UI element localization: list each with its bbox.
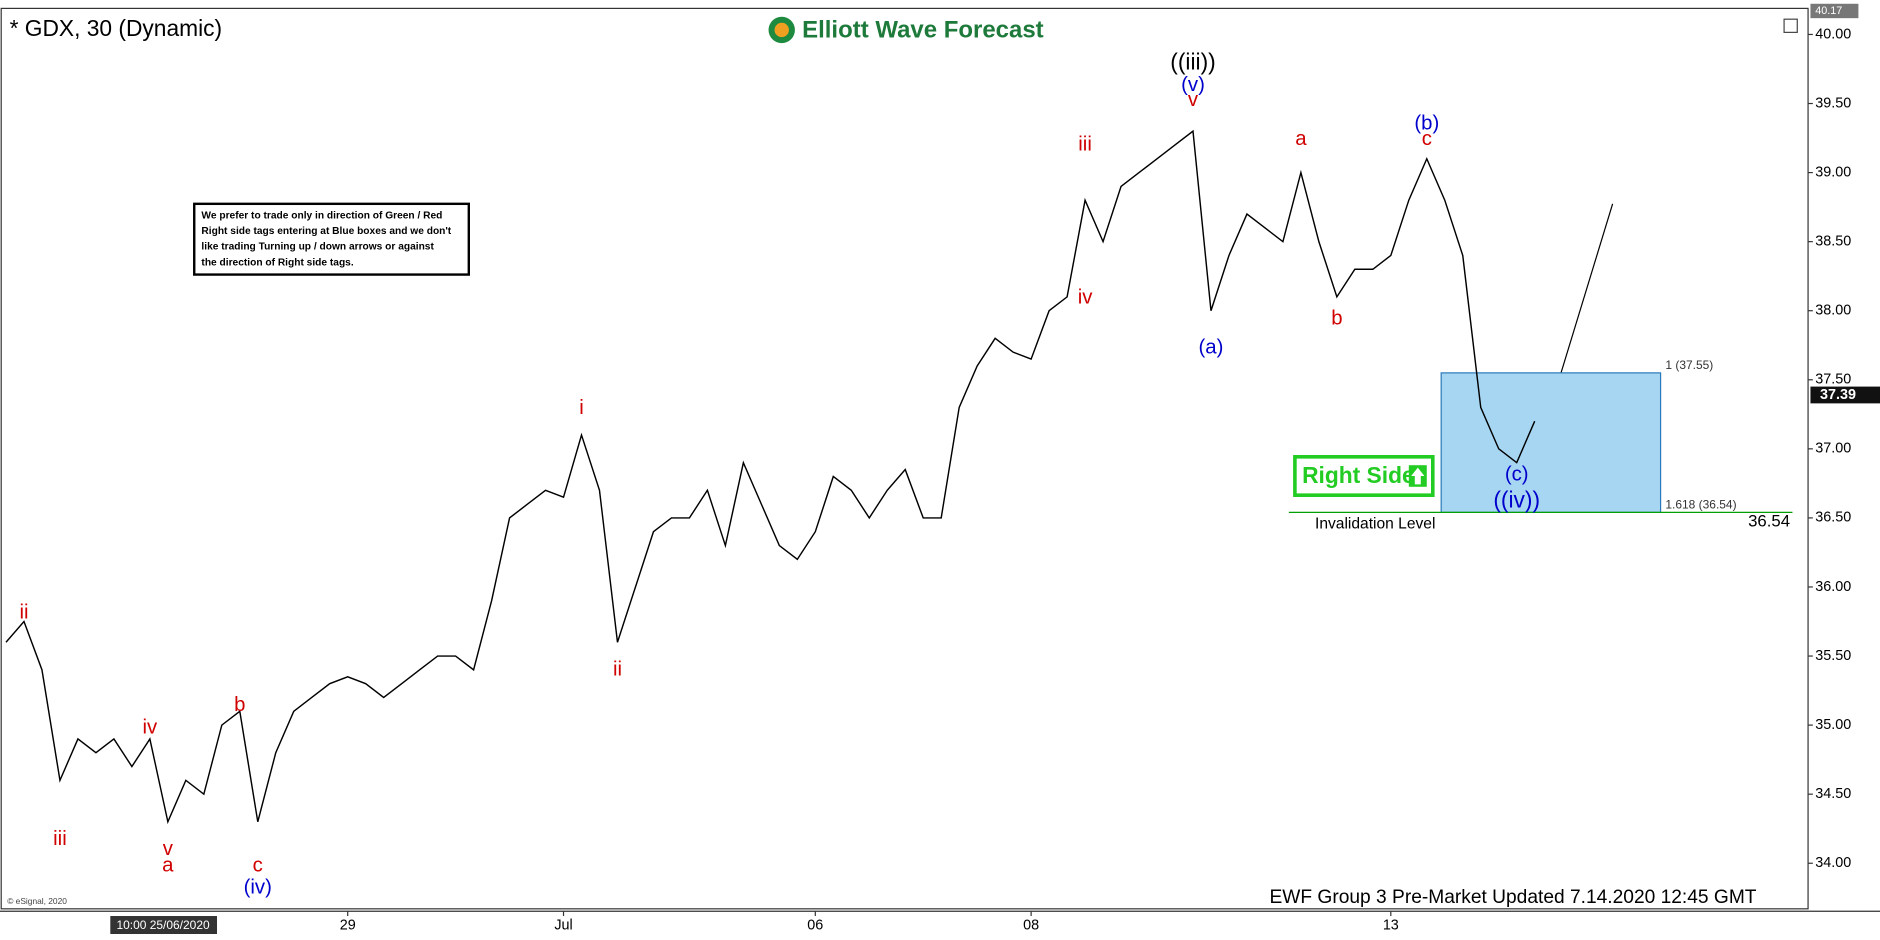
wave-label: v [1188, 89, 1199, 111]
wave-label: (v) [1181, 74, 1205, 96]
y-tick-label: 39.50 [1815, 95, 1851, 111]
wave-label: c [253, 854, 263, 876]
wave-label: ((iv)) [1493, 486, 1540, 512]
box-bottom-label: 1.618 (36.54) [1665, 497, 1736, 511]
invalidation-value: 36.54 [1748, 511, 1790, 530]
invalidation-label: Invalidation Level [1315, 515, 1435, 532]
footer: EWF Group 3 Pre-Market Updated 7.14.2020… [1270, 887, 1757, 908]
wave-label: b [234, 694, 245, 716]
cursor-date-bg [110, 916, 218, 935]
y-tick-label: 36.00 [1815, 579, 1851, 595]
window-button[interactable] [1783, 18, 1798, 33]
box-top-label: 1 (37.55) [1665, 358, 1713, 372]
wave-label: ii [613, 658, 622, 680]
wave-label: b [1331, 307, 1342, 329]
x-tick-label: 29 [340, 917, 356, 933]
wave-label: iv [143, 716, 159, 738]
high-tag-label: 40.17 [1815, 5, 1842, 17]
x-tick-label: 13 [1383, 917, 1399, 933]
last-price-bg [1810, 386, 1880, 404]
wave-label: a [1295, 128, 1307, 150]
copyright: © eSignal, 2020 [7, 896, 67, 906]
wave-label: iv [1078, 287, 1094, 309]
high-tag-bg [1810, 3, 1859, 19]
y-tick-label: 38.50 [1815, 233, 1851, 249]
note-border [193, 202, 470, 276]
y-tick-label: 36.50 [1815, 510, 1851, 526]
y-tick-label: 34.50 [1815, 786, 1851, 802]
wave-label: ((iii)) [1170, 48, 1216, 74]
wave-label: (c) [1505, 463, 1529, 485]
y-tick-label: 37.50 [1815, 372, 1851, 388]
price-line [5, 129, 1536, 825]
note-line: We prefer to trade only in direction of … [201, 211, 442, 222]
note-line: Right side tags entering at Blue boxes a… [201, 226, 451, 237]
note-box: We prefer to trade only in direction of … [193, 202, 470, 276]
target-box [1440, 372, 1662, 513]
wave-label: iii [53, 828, 67, 850]
x-tick-label: 06 [807, 917, 823, 933]
brand-name: Elliott Wave Forecast [802, 17, 1044, 44]
y-tick-label: 34.00 [1815, 855, 1851, 871]
brand-logo: Elliott Wave Forecast [768, 17, 1044, 44]
y-tick-label: 35.50 [1815, 648, 1851, 664]
logo-icon-inner [774, 22, 789, 38]
right-side-tag: Right Side [1293, 455, 1435, 497]
wave-label: c [1422, 128, 1432, 150]
wave-label: (b) [1414, 113, 1439, 135]
plot-frame [0, 7, 1809, 910]
y-tick-label: 40.00 [1815, 26, 1851, 42]
wave-label: (a) [1199, 336, 1224, 358]
y-tick-label: 37.00 [1815, 441, 1851, 457]
x-tick-label: Jul [554, 917, 572, 933]
wave-label: v [163, 838, 174, 860]
note-line: the direction of Right side tags. [201, 257, 353, 268]
note-line: like trading Turning up / down arrows or… [201, 242, 434, 253]
wave-label: i [579, 397, 584, 419]
x-tick-label: 08 [1023, 917, 1039, 933]
wave-label: a [162, 854, 174, 876]
wave-label: (iv) [244, 876, 272, 898]
y-tick-label: 38.00 [1815, 303, 1851, 319]
wave-label: ii [19, 602, 28, 624]
wave-label: iii [1078, 133, 1092, 155]
chart-title: * GDX, 30 (Dynamic) [10, 15, 223, 41]
last-price-label: 37.39 [1820, 387, 1856, 403]
y-tick-label: 35.00 [1815, 717, 1851, 733]
y-tick-label: 39.00 [1815, 164, 1851, 180]
cursor-date: 10:00 25/06/2020 [116, 918, 210, 932]
tag-text: Right Side [1302, 462, 1415, 488]
